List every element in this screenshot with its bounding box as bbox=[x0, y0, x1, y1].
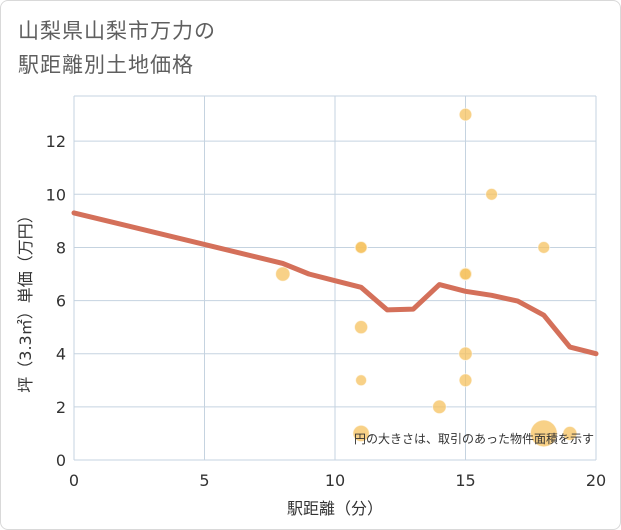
y-tick-label-4: 4 bbox=[56, 345, 66, 364]
bubble-point-6 bbox=[432, 399, 447, 415]
bubble-point-2 bbox=[354, 241, 368, 254]
y-tick-label-2: 2 bbox=[56, 398, 66, 417]
bubble-point-11 bbox=[458, 373, 473, 388]
y-tick-label-6: 6 bbox=[56, 292, 66, 311]
x-tick-label-0: 0 bbox=[69, 471, 79, 490]
y-tick-label-12: 12 bbox=[46, 132, 66, 151]
chart-title-line-1: 山梨県山梨市万力の bbox=[18, 19, 216, 43]
y-tick-label-10: 10 bbox=[46, 185, 66, 204]
x-tick-label-20: 20 bbox=[586, 471, 606, 490]
bubble-point-9 bbox=[459, 267, 472, 281]
bubble-point-12 bbox=[485, 187, 499, 201]
x-tick-label-5: 5 bbox=[199, 471, 209, 490]
bubbles bbox=[275, 107, 578, 448]
bubble-size-note: 円の大きさは、取引のあった物件面積を示す bbox=[354, 431, 594, 446]
x-tick-label-15: 15 bbox=[455, 471, 475, 490]
grid-lines bbox=[73, 95, 597, 461]
bubble-point-3 bbox=[354, 320, 369, 335]
x-axis-label: 駅距離（分） bbox=[287, 499, 383, 518]
bubble-point-14 bbox=[529, 419, 558, 448]
tick-labels: 0 5 10 15 20 0 2 4 6 8 10 12 bbox=[46, 132, 607, 490]
bubble-point-4 bbox=[355, 374, 368, 387]
y-tick-label-8: 8 bbox=[56, 238, 66, 257]
y-tick-label-0: 0 bbox=[56, 451, 66, 470]
chart-title: 山梨県山梨市万力の 駅距離別土地価格 bbox=[18, 14, 216, 82]
bubble-point-15 bbox=[562, 425, 578, 441]
bubble-point-7 bbox=[458, 107, 473, 122]
bubble-point-0 bbox=[275, 266, 291, 282]
chart-title-line-2: 駅距離別土地価格 bbox=[18, 53, 194, 77]
bubble-point-10 bbox=[458, 346, 473, 361]
bubble-point-13 bbox=[537, 241, 551, 254]
bubble-point-5 bbox=[352, 424, 370, 443]
trend-line bbox=[71, 210, 599, 357]
trend-line-group bbox=[71, 210, 599, 357]
y-axis-label: 坪（3.3㎡）単価（万円） bbox=[16, 207, 35, 392]
x-tick-label-10: 10 bbox=[325, 471, 345, 490]
